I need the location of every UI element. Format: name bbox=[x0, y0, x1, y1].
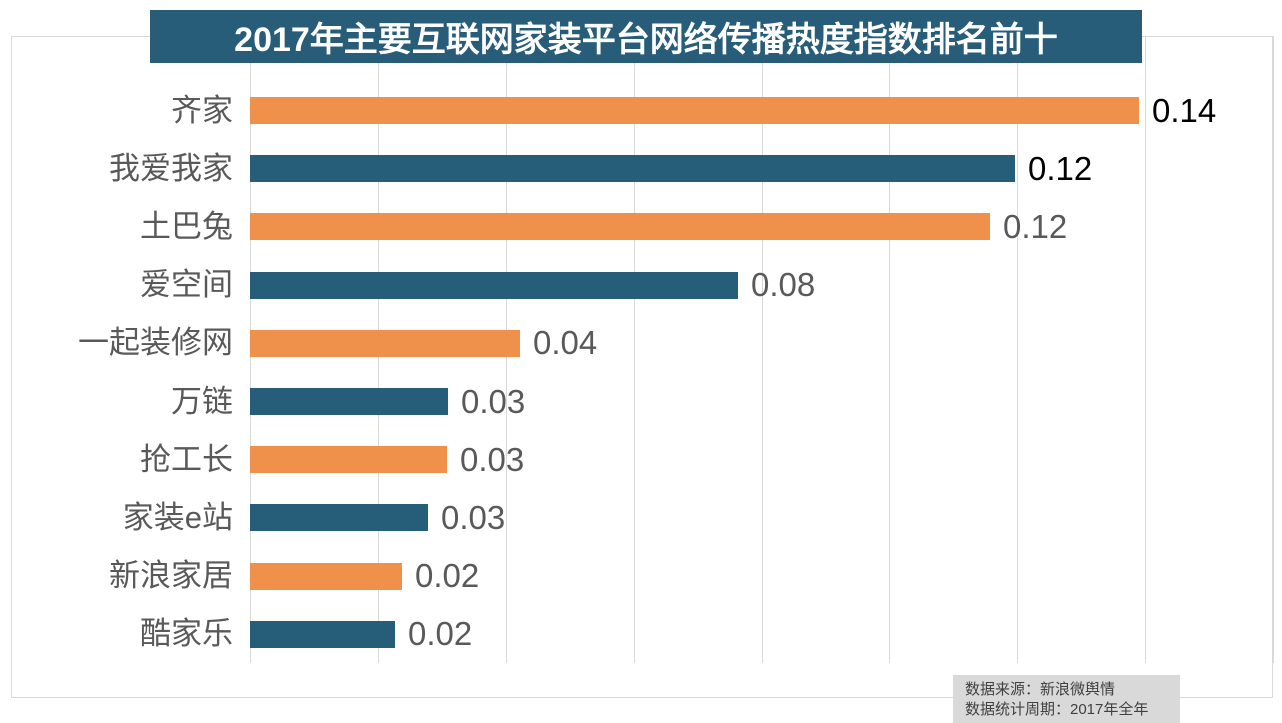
gridline bbox=[889, 36, 890, 663]
value-label: 0.02 bbox=[415, 557, 480, 594]
chart-title: 2017年主要互联网家装平台网络传播热度指数排名前十 bbox=[150, 10, 1142, 63]
value-label: 0.03 bbox=[441, 499, 506, 536]
bar bbox=[250, 330, 520, 357]
category-label: 万链 bbox=[171, 384, 233, 419]
category-label: 酷家乐 bbox=[140, 616, 233, 651]
category-label: 爱空间 bbox=[140, 267, 233, 302]
source-note: 数据来源：新浪微舆情 数据统计周期：2017年全年 bbox=[953, 675, 1180, 723]
value-label: 0.12 bbox=[1028, 150, 1093, 187]
value-label: 0.03 bbox=[461, 383, 526, 420]
bar bbox=[250, 272, 738, 299]
value-label: 0.04 bbox=[533, 324, 598, 361]
source-line-1: 数据来源：新浪微舆情 bbox=[965, 681, 1116, 698]
value-label: 0.08 bbox=[751, 266, 816, 303]
gridline bbox=[1145, 36, 1146, 663]
category-label: 齐家 bbox=[171, 93, 233, 128]
category-label: 我爱我家 bbox=[109, 151, 233, 186]
category-label: 抢工长 bbox=[140, 442, 233, 477]
bar bbox=[250, 504, 428, 531]
source-line-2: 数据统计周期：2017年全年 bbox=[965, 701, 1149, 718]
gridline bbox=[1273, 36, 1274, 663]
bar bbox=[250, 388, 448, 415]
gridline bbox=[634, 36, 635, 663]
category-label: 家装e站 bbox=[122, 500, 233, 535]
category-label: 土巴兔 bbox=[140, 209, 233, 244]
category-label: 新浪家居 bbox=[109, 558, 233, 593]
value-label: 0.14 bbox=[1152, 92, 1217, 129]
bar bbox=[250, 97, 1139, 124]
value-label: 0.03 bbox=[460, 441, 525, 478]
category-label: 一起装修网 bbox=[78, 325, 233, 360]
gridline bbox=[1017, 36, 1018, 663]
bar bbox=[250, 213, 990, 240]
bar bbox=[250, 446, 447, 473]
value-label: 0.12 bbox=[1003, 208, 1068, 245]
bar bbox=[250, 155, 1015, 182]
bar bbox=[250, 563, 402, 590]
value-label: 0.02 bbox=[408, 615, 473, 652]
bar bbox=[250, 621, 395, 648]
gridline bbox=[762, 36, 763, 663]
